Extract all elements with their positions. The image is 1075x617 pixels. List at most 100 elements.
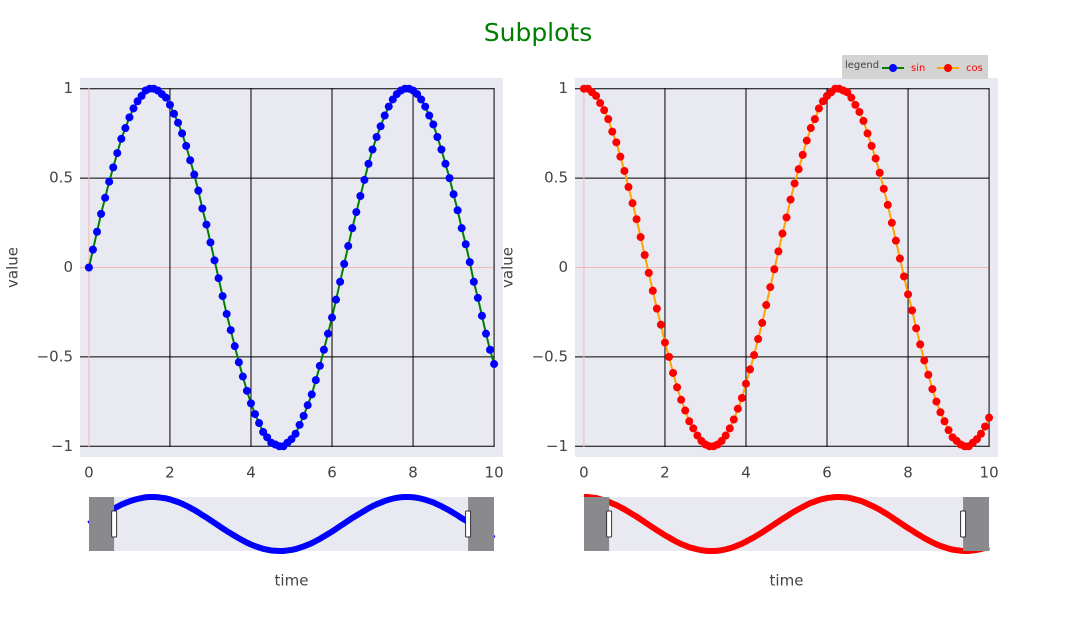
data-point <box>620 166 629 175</box>
data-point <box>121 124 130 133</box>
data-point <box>117 134 126 143</box>
data-point <box>210 256 219 265</box>
data-point <box>234 358 243 367</box>
data-point <box>725 424 734 433</box>
data-point <box>737 394 746 403</box>
data-point <box>109 163 118 172</box>
y-tick-label: −0.5 <box>532 347 568 365</box>
data-point <box>847 93 856 102</box>
x-tick-label: 4 <box>741 464 751 482</box>
data-point <box>855 107 864 116</box>
data-point <box>871 154 880 163</box>
legend-marker <box>889 64 897 72</box>
data-point <box>445 174 454 183</box>
data-point <box>677 395 686 404</box>
data-point <box>895 254 904 263</box>
data-point <box>190 170 199 179</box>
rangeslider-line <box>584 494 990 554</box>
data-point <box>421 102 430 111</box>
data-point <box>255 419 264 428</box>
y-tick-label: 1 <box>558 79 568 97</box>
data-point <box>182 141 191 150</box>
data-point <box>291 429 300 438</box>
data-point <box>681 406 690 415</box>
data-point <box>101 193 110 202</box>
data-point <box>344 242 353 251</box>
data-point <box>908 306 917 315</box>
data-point <box>810 115 819 124</box>
data-point <box>604 115 613 124</box>
data-point <box>441 159 450 168</box>
data-point <box>924 370 933 379</box>
data-point <box>944 426 953 435</box>
data-point <box>170 109 178 118</box>
data-point <box>729 415 738 424</box>
data-point <box>113 149 122 158</box>
data-point <box>766 283 775 292</box>
rangeslider-handle <box>465 510 472 538</box>
data-point <box>206 238 215 247</box>
data-point <box>673 383 682 392</box>
data-point <box>592 91 601 100</box>
data-point <box>238 372 247 381</box>
data-point <box>936 408 945 417</box>
data-point <box>457 224 466 233</box>
x-axis-label: time <box>275 572 309 590</box>
rangeslider-bg <box>89 497 494 551</box>
data-point <box>814 104 823 113</box>
x-tick-label: 8 <box>903 464 913 482</box>
data-point <box>84 263 93 272</box>
data-point <box>754 335 763 344</box>
legend-label: cos <box>966 63 983 74</box>
data-point <box>802 136 811 145</box>
data-point <box>490 360 499 369</box>
data-point <box>685 417 694 426</box>
data-point <box>218 292 227 301</box>
x-tick-label: 2 <box>660 464 670 482</box>
data-point <box>900 272 908 281</box>
x-tick-label: 10 <box>980 464 999 482</box>
x-tick-label: 10 <box>485 464 504 482</box>
data-point <box>461 240 470 249</box>
data-point <box>473 293 482 302</box>
data-point <box>600 106 609 115</box>
data-point <box>790 179 799 188</box>
data-point <box>912 324 921 333</box>
y-tick-label: 0.5 <box>544 169 568 187</box>
rangeslider-line <box>87 494 496 554</box>
data-point <box>774 247 783 256</box>
data-point <box>859 116 868 125</box>
rangeslider-mask <box>468 497 494 551</box>
data-point <box>437 145 446 154</box>
data-point <box>883 200 892 209</box>
data-point <box>660 338 669 347</box>
data-point <box>762 301 771 310</box>
data-point <box>875 168 884 177</box>
data-point <box>295 420 304 429</box>
data-point <box>891 236 900 245</box>
data-point <box>741 379 750 388</box>
data-point <box>303 401 312 410</box>
data-point <box>887 218 896 227</box>
y-tick-label: −0.5 <box>37 347 73 365</box>
data-point <box>372 132 381 141</box>
data-point <box>798 150 807 159</box>
data-point <box>368 145 377 154</box>
x-tick-label: 6 <box>822 464 832 482</box>
data-point <box>750 351 759 360</box>
legend-label: sin <box>911 63 925 74</box>
data-point <box>425 111 434 120</box>
data-point <box>770 265 779 274</box>
data-point <box>186 156 195 165</box>
data-point <box>916 340 925 349</box>
data-point <box>932 397 941 406</box>
data-point <box>985 413 994 422</box>
x-tick-label: 4 <box>246 464 256 482</box>
rangeslider-handle <box>960 510 967 538</box>
data-point <box>449 190 458 199</box>
data-point <box>624 183 633 192</box>
rangeslider-mask <box>584 497 610 551</box>
data-point <box>360 175 369 184</box>
data-point <box>733 404 742 413</box>
data-point <box>198 204 207 213</box>
